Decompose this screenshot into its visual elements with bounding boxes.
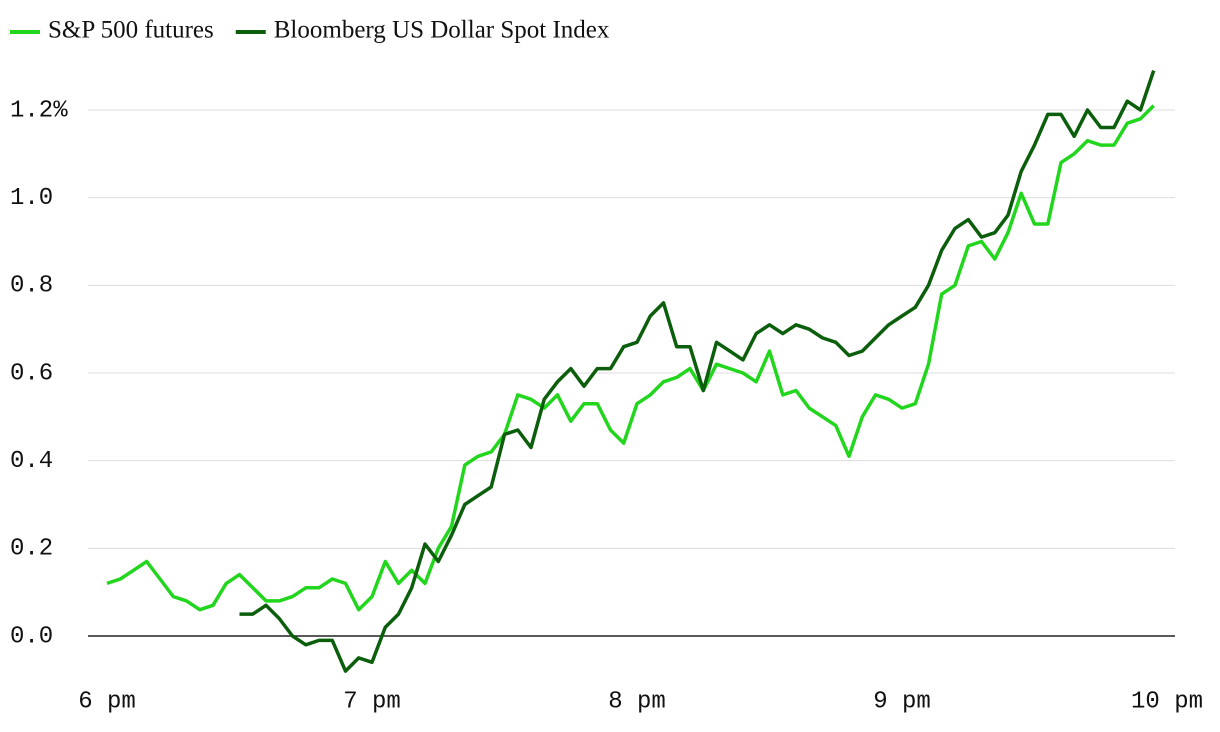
x-tick-label: 8 pm (608, 688, 666, 715)
series-line (106, 104, 1155, 612)
y-tick-label: 0.8 (10, 273, 53, 300)
y-tick-label: 1.0 (10, 185, 53, 212)
y-tick-label: 1.2% (10, 97, 68, 124)
y-tick-label: 0.0 (10, 623, 53, 650)
x-tick-label: 10 pm (1131, 688, 1203, 715)
x-tick-label: 6 pm (78, 688, 136, 715)
x-tick-label: 9 pm (873, 688, 931, 715)
legend-label: S&P 500 futures (48, 17, 214, 44)
y-tick-label: 0.2 (10, 536, 53, 563)
x-tick-label: 7 pm (343, 688, 401, 715)
legend-label: Bloomberg US Dollar Spot Index (274, 17, 610, 44)
series-line (239, 70, 1156, 673)
y-tick-label: 0.4 (10, 448, 53, 475)
y-tick-label: 0.6 (10, 360, 53, 387)
